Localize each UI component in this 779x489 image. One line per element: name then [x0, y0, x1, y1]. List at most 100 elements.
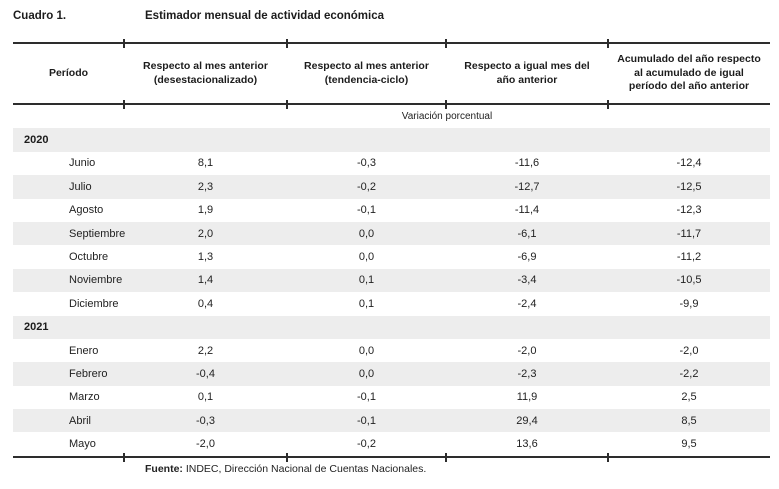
column-divider-tick: [123, 38, 125, 48]
column-header-igual-mes-anio-anterior: Respecto a igual mes del año anterior: [446, 43, 608, 105]
unit-note: Variación porcentual: [401, 111, 493, 123]
value-cell-tendencia-ciclo: 0,1: [287, 268, 446, 293]
value-cell-tendencia-ciclo: -0,2: [357, 438, 376, 451]
period-cell: Marzo: [69, 391, 100, 404]
value-cell-igual-mes: -2,4: [517, 297, 537, 310]
value-cell-igual-mes: -3,4: [446, 268, 608, 293]
table-row: Noviembre 1,4 0,1 -3,4 -10,5: [13, 268, 770, 293]
value-cell-tendencia-ciclo: -0,1: [357, 391, 376, 404]
column-divider-tick: [286, 99, 288, 109]
value-cell-desestacionalizado: 8,1: [197, 157, 214, 170]
unit-note-spacer: [13, 104, 124, 128]
table-row: Agosto 1,9 -0,1 -11,4 -12,3: [13, 199, 770, 222]
table-row: Febrero -0,4 0,0 -2,3 -2,2: [13, 362, 770, 386]
value-cell-tendencia-ciclo: [287, 315, 446, 339]
period-cell: Mayo: [69, 438, 96, 451]
page-title: Estimador mensual de actividad económica: [145, 10, 385, 22]
table-row: Mayo -2,0 -0,2 13,6 9,5: [13, 432, 770, 456]
value-cell-igual-mes: 11,9: [516, 391, 538, 404]
value-cell-igual-mes: -2,3: [446, 362, 608, 386]
value-cell-desestacionalizado: 0,1: [197, 391, 214, 404]
table-row: Abril -0,3 -0,1 29,4 8,5: [13, 409, 770, 433]
value-cell-acumulado: -12,4: [676, 157, 702, 170]
value-cell-tendencia-ciclo: 0,0: [287, 221, 446, 246]
value-cell-desestacionalizado: [124, 315, 287, 339]
unit-note-row: Variación porcentual: [13, 104, 770, 128]
column-header-periodo: Período: [13, 43, 124, 105]
data-table-wrapper: Período Respecto al mes anterior (desest…: [13, 38, 770, 462]
period-cell: Septiembre: [13, 221, 125, 246]
period-cell: Febrero: [13, 362, 124, 386]
table-row: 2020: [13, 128, 770, 152]
period-cell: Enero: [69, 344, 99, 357]
table-number: Cuadro 1.: [13, 10, 67, 22]
column-divider-tick: [445, 452, 447, 462]
table-row: Septiembre 2,0 0,0 -6,1 -11,7: [13, 221, 770, 246]
value-cell-acumulado: [608, 315, 770, 339]
column-divider-tick: [445, 99, 447, 109]
period-cell: 2020: [13, 128, 124, 152]
column-header-mes-anterior-desestacionalizado: Respecto al mes anterior (desestacionali…: [124, 43, 287, 105]
value-cell-igual-mes: -11,6: [514, 157, 540, 170]
value-cell-desestacionalizado: 1,9: [197, 204, 214, 217]
column-divider-tick: [607, 452, 609, 462]
table-row: Octubre 1,3 0,0 -6,9 -11,2: [13, 245, 770, 268]
column-header-mes-anterior-tendencia-ciclo: Respecto al mes anterior (tendencia-cicl…: [287, 43, 446, 105]
table-row: 2021: [13, 315, 770, 339]
value-cell-desestacionalizado: 1,3: [197, 251, 214, 264]
column-divider-tick: [123, 452, 125, 462]
value-cell-acumulado: -11,2: [676, 251, 702, 264]
value-cell-acumulado: -2,0: [679, 344, 699, 357]
value-cell-igual-mes: -12,7: [446, 175, 608, 199]
value-cell-desestacionalizado: -0,3: [124, 409, 287, 433]
value-cell-igual-mes: -6,9: [517, 251, 537, 264]
value-cell-acumulado: -10,5: [608, 268, 770, 293]
column-divider-tick: [286, 38, 288, 48]
value-cell-igual-mes: [446, 128, 608, 152]
value-cell-desestacionalizado: 1,4: [124, 268, 287, 293]
value-cell-desestacionalizado: [124, 128, 287, 152]
value-cell-acumulado: 2,5: [681, 391, 697, 404]
data-table: Período Respecto al mes anterior (desest…: [13, 42, 770, 458]
value-cell-igual-mes: 13,6: [516, 438, 538, 451]
table-row: Enero 2,2 0,0 -2,0 -2,0: [13, 339, 770, 362]
value-cell-acumulado: [608, 128, 770, 152]
column-divider-tick: [123, 99, 125, 109]
value-cell-tendencia-ciclo: [287, 128, 446, 152]
value-cell-desestacionalizado: -0,4: [124, 362, 287, 386]
period-cell: Junio: [69, 157, 96, 170]
table-row: Julio 2,3 -0,2 -12,7 -12,5: [13, 175, 770, 199]
value-cell-desestacionalizado: 2,2: [197, 344, 214, 357]
value-cell-desestacionalizado: 0,4: [197, 297, 214, 310]
value-cell-acumulado: -2,2: [608, 362, 770, 386]
header-row: Período Respecto al mes anterior (desest…: [13, 43, 770, 105]
period-cell: Agosto: [69, 204, 104, 217]
period-cell: Diciembre: [69, 297, 119, 310]
value-cell-acumulado: 8,5: [608, 409, 770, 433]
value-cell-tendencia-ciclo: 0,1: [358, 297, 375, 310]
value-cell-igual-mes: -2,0: [517, 344, 537, 357]
source-label: Fuente:: [145, 463, 183, 475]
source-note: Fuente: INDEC, Dirección Nacional de Cue…: [145, 463, 426, 475]
table-title: Cuadro 1. Estimador mensual de actividad…: [0, 10, 779, 28]
value-cell-acumulado: -11,7: [608, 221, 770, 246]
value-cell-acumulado: -12,5: [608, 175, 770, 199]
period-cell: Abril: [13, 409, 124, 433]
period-cell: Noviembre: [13, 268, 124, 293]
value-cell-acumulado: 9,5: [681, 438, 697, 451]
value-cell-igual-mes: -11,4: [514, 204, 540, 217]
column-divider-tick: [286, 452, 288, 462]
value-cell-acumulado: -9,9: [679, 297, 699, 310]
value-cell-tendencia-ciclo: -0,1: [357, 204, 376, 217]
source-text: INDEC, Dirección Nacional de Cuentas Nac…: [182, 463, 427, 475]
value-cell-desestacionalizado: 2,0: [124, 221, 287, 246]
column-divider-tick: [607, 99, 609, 109]
column-header-acumulado: Acumulado del año respecto al acumulado …: [608, 43, 770, 105]
value-cell-desestacionalizado: 2,3: [124, 175, 287, 199]
table-row: Marzo 0,1 -0,1 11,9 2,5: [13, 386, 770, 409]
period-cell: Julio: [13, 175, 124, 199]
period-cell: 2021: [13, 315, 124, 339]
table-row: Junio 8,1 -0,3 -11,6 -12,4: [13, 152, 770, 175]
value-cell-acumulado: -12,3: [676, 204, 702, 217]
